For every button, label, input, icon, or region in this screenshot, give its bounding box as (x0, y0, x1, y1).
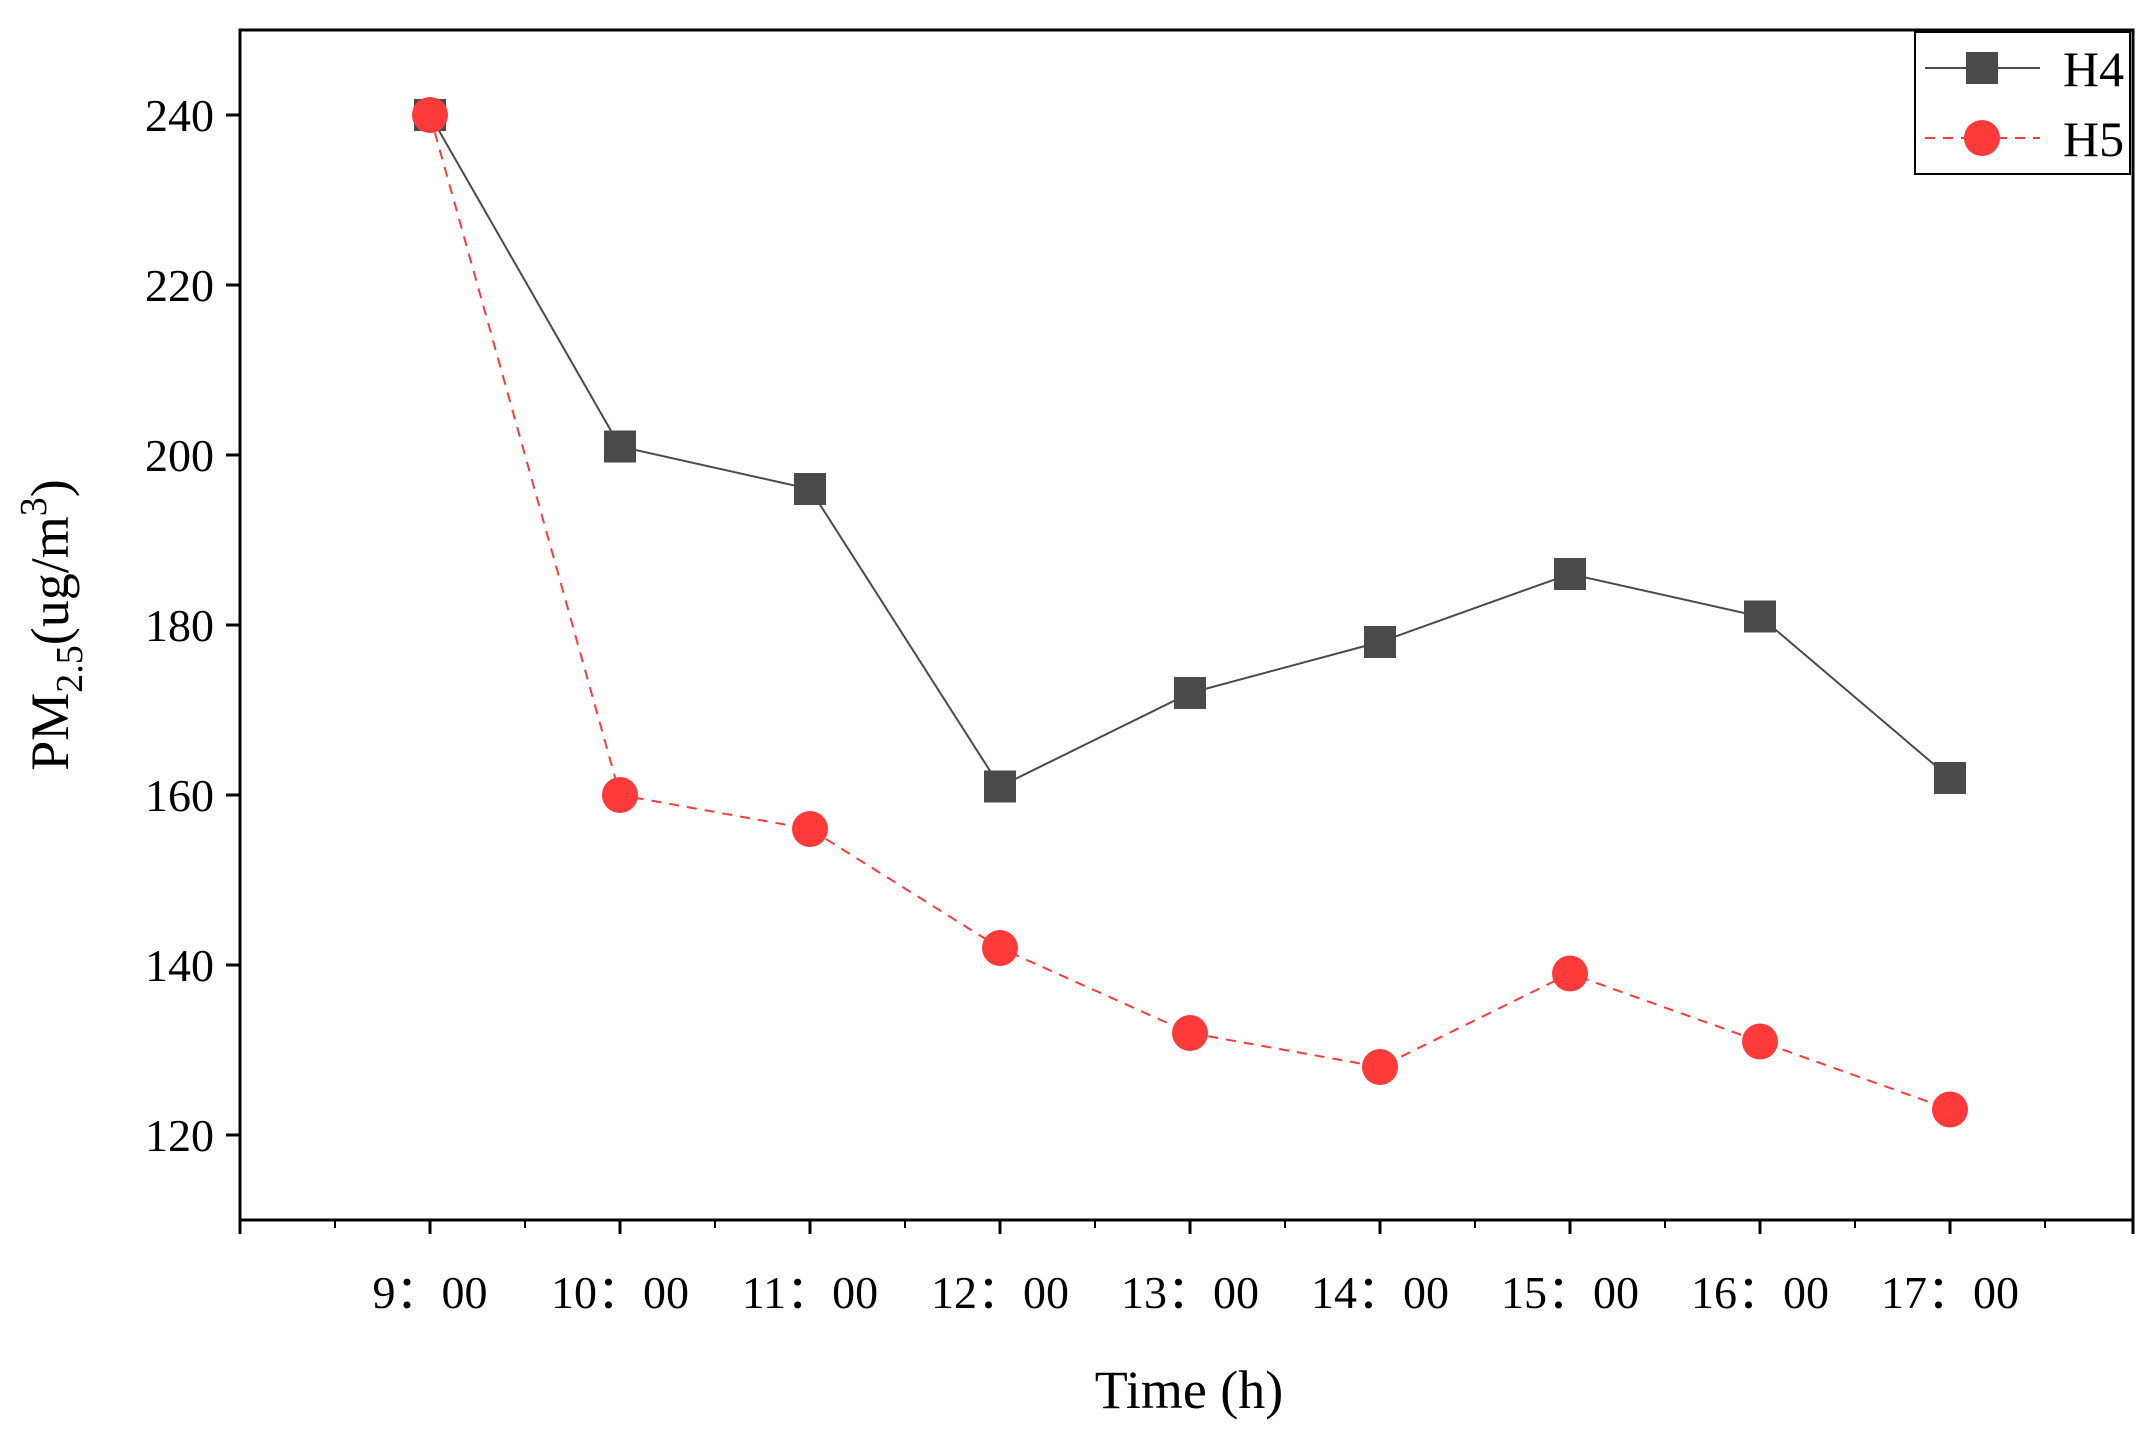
series-h5-point (1172, 1015, 1208, 1051)
series-h5-point (412, 97, 448, 133)
y-axis-title-units: (ug/m (20, 516, 80, 645)
legend-h5-marker (1964, 120, 2000, 156)
series-h4-point (1554, 558, 1586, 590)
series-h4-point (604, 430, 636, 463)
series-h5-line (429, 114, 1951, 1111)
x-axis: 9：00 10：00 11：00 12：00 13：00 14：00 15：00 16：00 1… (238, 1220, 2135, 1318)
legend-box (1914, 31, 2131, 175)
series-h4-point (1364, 626, 1396, 658)
series-h5-point (1362, 1049, 1398, 1085)
x-tick-label: 10：00 (551, 1267, 689, 1318)
x-tick-label: 9：00 (373, 1267, 488, 1318)
series-h4-point (794, 473, 826, 505)
series-h5-point (792, 811, 828, 847)
series-h5-point (1742, 1023, 1778, 1060)
x-tick-label: 13：00 (1121, 1267, 1259, 1318)
series-layer (412, 97, 1968, 1128)
x-tick-label: 11：00 (742, 1267, 878, 1318)
series-h5-point (1932, 1091, 1968, 1128)
y-tick-label: 140 (145, 940, 214, 991)
x-tick-label: 14：00 (1311, 1267, 1449, 1318)
series-h4-point (1174, 677, 1206, 709)
y-tick-label: 240 (145, 90, 214, 141)
legend: H4 H5 (1914, 31, 2131, 175)
x-tick-label: 15：00 (1501, 1267, 1639, 1318)
y-axis-title: PM2.5(ug/m3) (13, 479, 91, 771)
y-tick-label: 160 (145, 770, 214, 821)
y-tick-label: 200 (145, 430, 214, 481)
series-h4-point (984, 770, 1016, 803)
series-h5-point (602, 777, 638, 813)
x-tick-label: 12：00 (931, 1267, 1069, 1318)
legend-h4-label: H4 (2063, 41, 2124, 97)
y-axis-title-superscript: 3 (13, 497, 55, 516)
series-h5-point (1552, 955, 1588, 992)
legend-h5-label: H5 (2063, 111, 2124, 167)
svg-text:PM2.5(ug/m3): PM2.5(ug/m3) (13, 479, 91, 771)
series-h4-point (1744, 600, 1776, 633)
y-axis: 120 140 160 180 200 220 240 (145, 90, 240, 1161)
x-tick-label: 17：00 (1881, 1267, 2019, 1318)
series-h4-point (1934, 762, 1966, 794)
legend-h4-marker (1966, 52, 1998, 84)
y-tick-label: 120 (145, 1110, 214, 1161)
y-axis-title-subscript: 2.5 (49, 645, 91, 693)
y-axis-title-close: ) (20, 479, 80, 497)
y-tick-label: 180 (145, 600, 214, 651)
y-axis-title-main: PM (20, 693, 80, 771)
x-tick-label: 16：00 (1691, 1267, 1829, 1318)
x-axis-title: Time (h) (1095, 1360, 1284, 1420)
y-tick-label: 220 (145, 260, 214, 311)
series-h5-point (982, 930, 1018, 966)
